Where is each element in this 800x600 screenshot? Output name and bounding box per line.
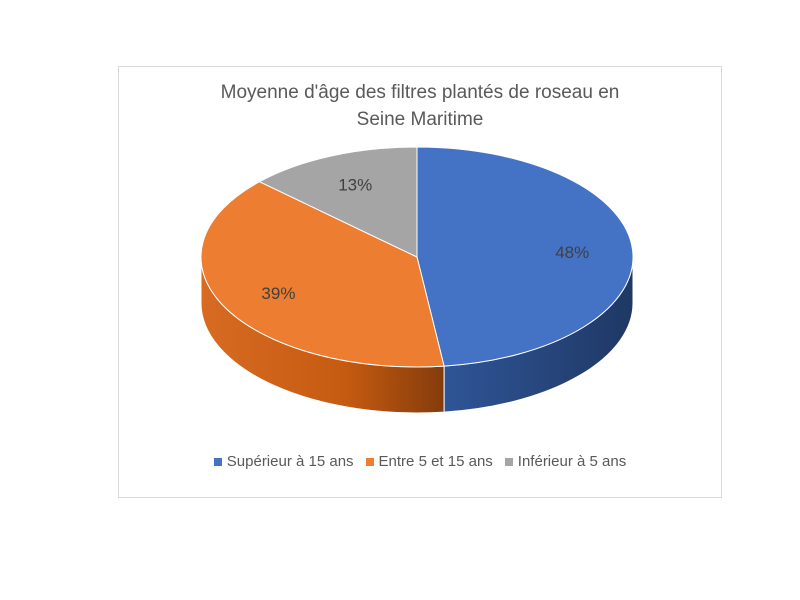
- pie-slice-entre: [200, 181, 445, 368]
- chart-title: Moyenne d'âge des filtres plantés de ros…: [119, 79, 721, 133]
- pie-label-inferieur: 13%: [338, 175, 372, 194]
- pie-tops: [200, 146, 634, 368]
- pie-chart: 48% 39% 13%: [200, 146, 634, 414]
- chart-title-line-2: Seine Maritime: [356, 109, 484, 130]
- legend-label-entre: Entre 5 et 15 ans: [378, 453, 493, 470]
- legend: Supérieur à 15 ans Entre 5 et 15 ans Inf…: [119, 453, 721, 470]
- legend-swatch-superieur: [213, 457, 222, 466]
- pie-labels: 48% 39% 13%: [261, 175, 589, 303]
- pie-slice-inferieur: [258, 146, 418, 258]
- pie-label-superieur: 48%: [555, 243, 589, 262]
- legend-swatch-inferieur: [504, 457, 513, 466]
- legend-item-inferieur: Inférieur à 5 ans: [504, 453, 627, 470]
- pie-label-entre: 39%: [261, 284, 295, 303]
- legend-item-entre: Entre 5 et 15 ans: [365, 453, 493, 470]
- legend-swatch-entre: [365, 457, 374, 466]
- legend-label-inferieur: Inférieur à 5 ans: [517, 453, 627, 470]
- pie-slice-superieur: [416, 146, 634, 367]
- legend-item-superieur: Supérieur à 15 ans: [213, 453, 354, 470]
- legend-label-superieur: Supérieur à 15 ans: [226, 453, 354, 470]
- chart-title-line-1: Moyenne d'âge des filtres plantés de ros…: [220, 82, 620, 103]
- chart-frame: Moyenne d'âge des filtres plantés de ros…: [118, 66, 722, 498]
